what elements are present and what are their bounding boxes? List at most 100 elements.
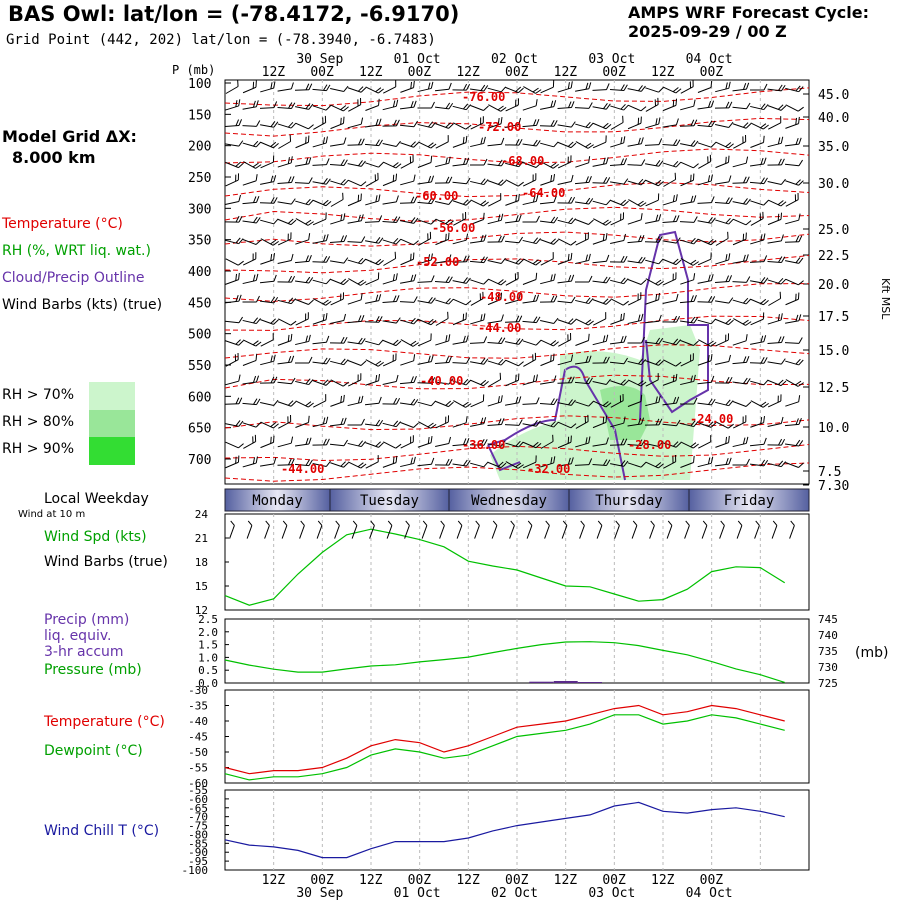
wind-barb-shaft bbox=[592, 141, 607, 149]
wind-barb bbox=[697, 120, 716, 128]
wind-barb-flag bbox=[798, 359, 804, 366]
wind-barb bbox=[539, 216, 559, 224]
panel-ytick-label: -80 bbox=[188, 828, 208, 841]
wind-barb-shaft bbox=[474, 525, 480, 539]
wind-barb-flag bbox=[230, 520, 235, 526]
wind-barb-flag bbox=[637, 293, 639, 301]
wind-barb-flag bbox=[465, 416, 468, 423]
wind-barb-shaft bbox=[364, 402, 380, 406]
wind-barb-flag bbox=[447, 415, 450, 423]
wind-barb-flag bbox=[605, 254, 610, 262]
wind-barb-shaft bbox=[277, 218, 292, 226]
wind-barb-shaft bbox=[242, 381, 257, 385]
wind-barb bbox=[557, 174, 574, 185]
wind-barb-flag bbox=[570, 423, 577, 429]
wind-barb-flag bbox=[605, 135, 607, 143]
wind-barb bbox=[662, 419, 681, 427]
wind-barb bbox=[679, 316, 699, 324]
wind-barb-flag bbox=[710, 456, 714, 464]
wind-barb-shaft bbox=[417, 201, 432, 205]
wind-barb bbox=[698, 435, 712, 449]
wind-barb bbox=[732, 297, 752, 305]
wind-barb-flag bbox=[658, 138, 663, 145]
wind-barb-flag bbox=[763, 357, 768, 364]
wind-barb bbox=[627, 178, 647, 186]
wind-barb bbox=[295, 218, 314, 226]
wind-barb-flag bbox=[755, 520, 760, 526]
surface-wind-barb bbox=[316, 520, 323, 539]
wind-barb-flag bbox=[567, 457, 571, 465]
wind-barb-flag bbox=[742, 136, 744, 144]
height-tick-label: 17.5 bbox=[818, 310, 849, 325]
surface-wind-barb bbox=[579, 520, 585, 539]
wind-barb-flag bbox=[763, 277, 769, 284]
wind-barb-flag bbox=[622, 115, 624, 123]
wind-barb-flag bbox=[272, 240, 279, 246]
wind-barb-flag bbox=[322, 417, 326, 425]
wind-barb-flag bbox=[430, 333, 432, 341]
wind-barb-shaft bbox=[785, 298, 799, 306]
wind-barb-flag bbox=[535, 260, 542, 266]
wind-barb-flag bbox=[235, 456, 237, 464]
wind-barb-flag bbox=[273, 197, 278, 204]
wind-barb bbox=[784, 417, 802, 427]
wind-barb-shaft bbox=[382, 179, 397, 187]
wind-barb-flag bbox=[498, 418, 502, 425]
wind-barb-shaft bbox=[697, 124, 712, 128]
wind-barb-flag bbox=[658, 117, 661, 125]
wind-barb-shaft bbox=[277, 123, 292, 129]
wind-barb bbox=[540, 456, 556, 468]
height-tick-label: 7.5 bbox=[818, 465, 841, 480]
wind-barb-flag bbox=[532, 195, 536, 203]
wind-barb-shaft bbox=[505, 461, 519, 469]
wind-barb-flag bbox=[357, 99, 359, 107]
wind-barb-shaft bbox=[697, 220, 712, 224]
panel-ytick-label: -50 bbox=[188, 746, 208, 759]
wind-barb-flag bbox=[725, 217, 731, 224]
wind-barb bbox=[224, 294, 242, 304]
wind-barb-flag bbox=[603, 177, 608, 184]
wind-barb-shaft bbox=[785, 401, 799, 407]
wind-barb bbox=[242, 239, 262, 245]
wind-barb bbox=[750, 233, 766, 245]
wind-barb-flag bbox=[395, 80, 397, 87]
wind-barb-shaft bbox=[645, 199, 659, 207]
wind-barb-shaft bbox=[574, 464, 590, 466]
wind-barb-flag bbox=[781, 158, 785, 166]
wind-barb bbox=[715, 175, 732, 185]
wind-10m-label: Wind at 10 m bbox=[18, 509, 86, 520]
wind-barb-flag bbox=[445, 458, 450, 466]
page-title: BAS Owl: lat/lon = (-78.4172, -6.9170) bbox=[8, 2, 460, 26]
wind-barb-flag bbox=[638, 358, 644, 365]
wind-barb-shaft bbox=[365, 105, 379, 111]
wind-barb bbox=[225, 161, 244, 169]
wind-barb-shaft bbox=[470, 180, 484, 186]
wind-barb-flag bbox=[606, 83, 610, 90]
wind-barb bbox=[680, 397, 698, 405]
wind-barb-flag bbox=[273, 81, 276, 89]
wind-barb-flag bbox=[515, 160, 521, 167]
wind-barb-flag bbox=[620, 313, 623, 321]
wind-barb-shaft bbox=[662, 258, 677, 266]
wind-barb bbox=[575, 297, 594, 305]
pressure-ytick-label: 725 bbox=[818, 677, 838, 690]
wind-barb-flag bbox=[777, 277, 784, 284]
wind-barb-shaft bbox=[697, 106, 712, 110]
wind-barb-flag bbox=[650, 520, 655, 526]
wind-barb-flag bbox=[532, 441, 539, 447]
wind-barb-shaft bbox=[733, 318, 746, 326]
wind-barb-flag bbox=[395, 99, 399, 107]
wind-barb-flag bbox=[693, 374, 696, 382]
wind-barb-flag bbox=[256, 295, 260, 303]
wind-barb bbox=[767, 256, 786, 263]
wind-barb bbox=[680, 374, 696, 386]
wind-barb-flag bbox=[238, 99, 241, 107]
wind-barb-flag bbox=[413, 240, 419, 246]
wind-barb-flag bbox=[622, 300, 629, 306]
wind-barb-flag bbox=[693, 273, 696, 280]
wind-barb-flag bbox=[760, 177, 765, 184]
wind-barb bbox=[732, 102, 751, 110]
wind-barbs-label: Wind Barbs (true) bbox=[44, 554, 168, 570]
wind-barb-flag bbox=[641, 336, 645, 344]
wind-barb-flag bbox=[409, 156, 412, 164]
